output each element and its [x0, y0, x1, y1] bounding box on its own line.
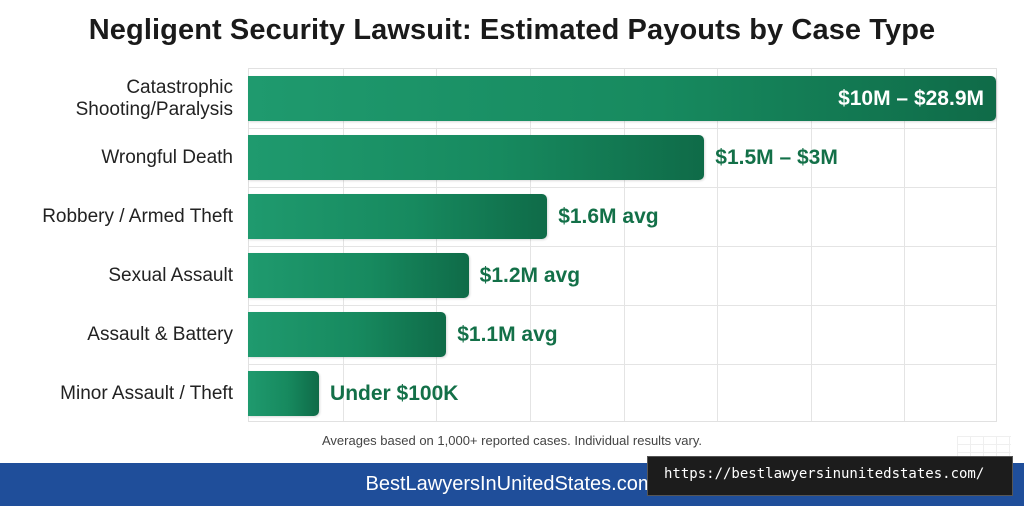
data-label: $10M – $28.9M [838, 87, 984, 110]
data-label: $1.6M avg [558, 205, 659, 228]
category-label: Sexual Assault [108, 264, 233, 286]
vertical-gridline [342, 69, 344, 421]
data-label: $1.5M – $3M [715, 146, 838, 169]
chart-title: Negligent Security Lawsuit: Estimated Pa… [88, 14, 936, 46]
horizontal-gridline [249, 246, 996, 247]
data-label: $1.1M avg [457, 323, 558, 346]
horizontal-gridline [249, 305, 996, 306]
vertical-gridline [810, 69, 812, 421]
vertical-gridline [529, 69, 531, 421]
bar[interactable] [248, 76, 996, 121]
category-label: Assault & Battery [87, 323, 233, 345]
vertical-gridline [717, 69, 719, 421]
vertical-gridline [436, 69, 438, 421]
data-label: $1.2M avg [479, 264, 581, 287]
url-overlay-text[interactable]: https://bestlawyersinunitedstates.com/ [664, 466, 985, 482]
footer-brand-text[interactable]: BestLawyersInUnitedStates.com [365, 473, 655, 495]
category-label: Robbery / Armed Theft [42, 205, 233, 227]
category-label: Wrongful Death [101, 146, 233, 168]
bar[interactable] [248, 253, 469, 298]
bar[interactable] [248, 312, 447, 357]
category-label: Minor Assault / Theft [60, 382, 233, 404]
vertical-gridline [623, 69, 625, 421]
footnote: Averages based on 1,000+ reported cases.… [322, 433, 702, 448]
horizontal-gridline [249, 187, 996, 188]
horizontal-gridline [249, 364, 996, 365]
url-overlay-box [647, 456, 1013, 496]
category-label: Catastrophic Shooting/Paralysis [75, 76, 233, 120]
bar[interactable] [248, 135, 705, 180]
bar[interactable] [248, 194, 548, 239]
horizontal-gridline [249, 128, 996, 129]
plot-area [248, 68, 997, 422]
data-label: Under $100K [330, 382, 459, 405]
bar[interactable] [248, 371, 320, 416]
vertical-gridline [904, 69, 906, 421]
